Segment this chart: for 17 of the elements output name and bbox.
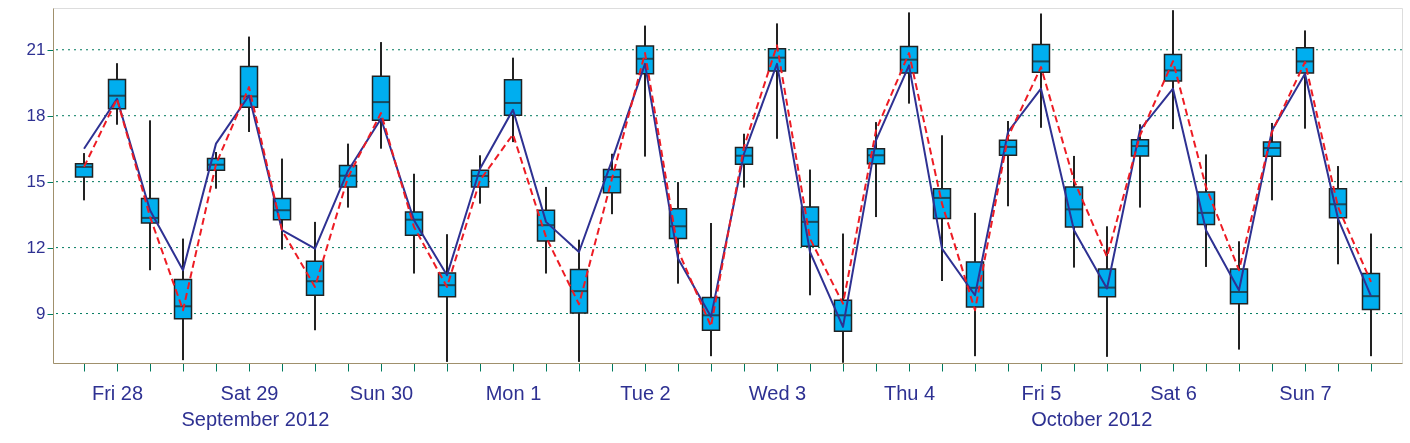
y-tick-label: 15 <box>26 172 46 192</box>
y-tick-label: 9 <box>36 304 46 324</box>
y-tick-label: 18 <box>26 106 46 126</box>
y-tick-label: 12 <box>26 238 46 258</box>
x-tick-label: Wed 3 <box>748 381 807 404</box>
x-tick-label: Fri 5 <box>1021 381 1062 404</box>
x-tick-label: Mon 1 <box>485 381 542 404</box>
x-tick-label: Sat 6 <box>1150 381 1197 404</box>
x-tick-label: Fri 28 <box>91 381 144 404</box>
x-tick-label: Thu 4 <box>883 381 936 404</box>
y-tick-label: 21 <box>26 40 46 60</box>
x-tick-label: Sat 29 <box>220 381 279 404</box>
x-tick-label: Sun 7 <box>1279 381 1332 404</box>
text: October 2012 <box>1031 408 1153 430</box>
x-tick-label: Tue 2 <box>620 381 671 404</box>
x-tick-label: Sun 30 <box>349 381 414 404</box>
text: September 2012 <box>181 408 330 430</box>
